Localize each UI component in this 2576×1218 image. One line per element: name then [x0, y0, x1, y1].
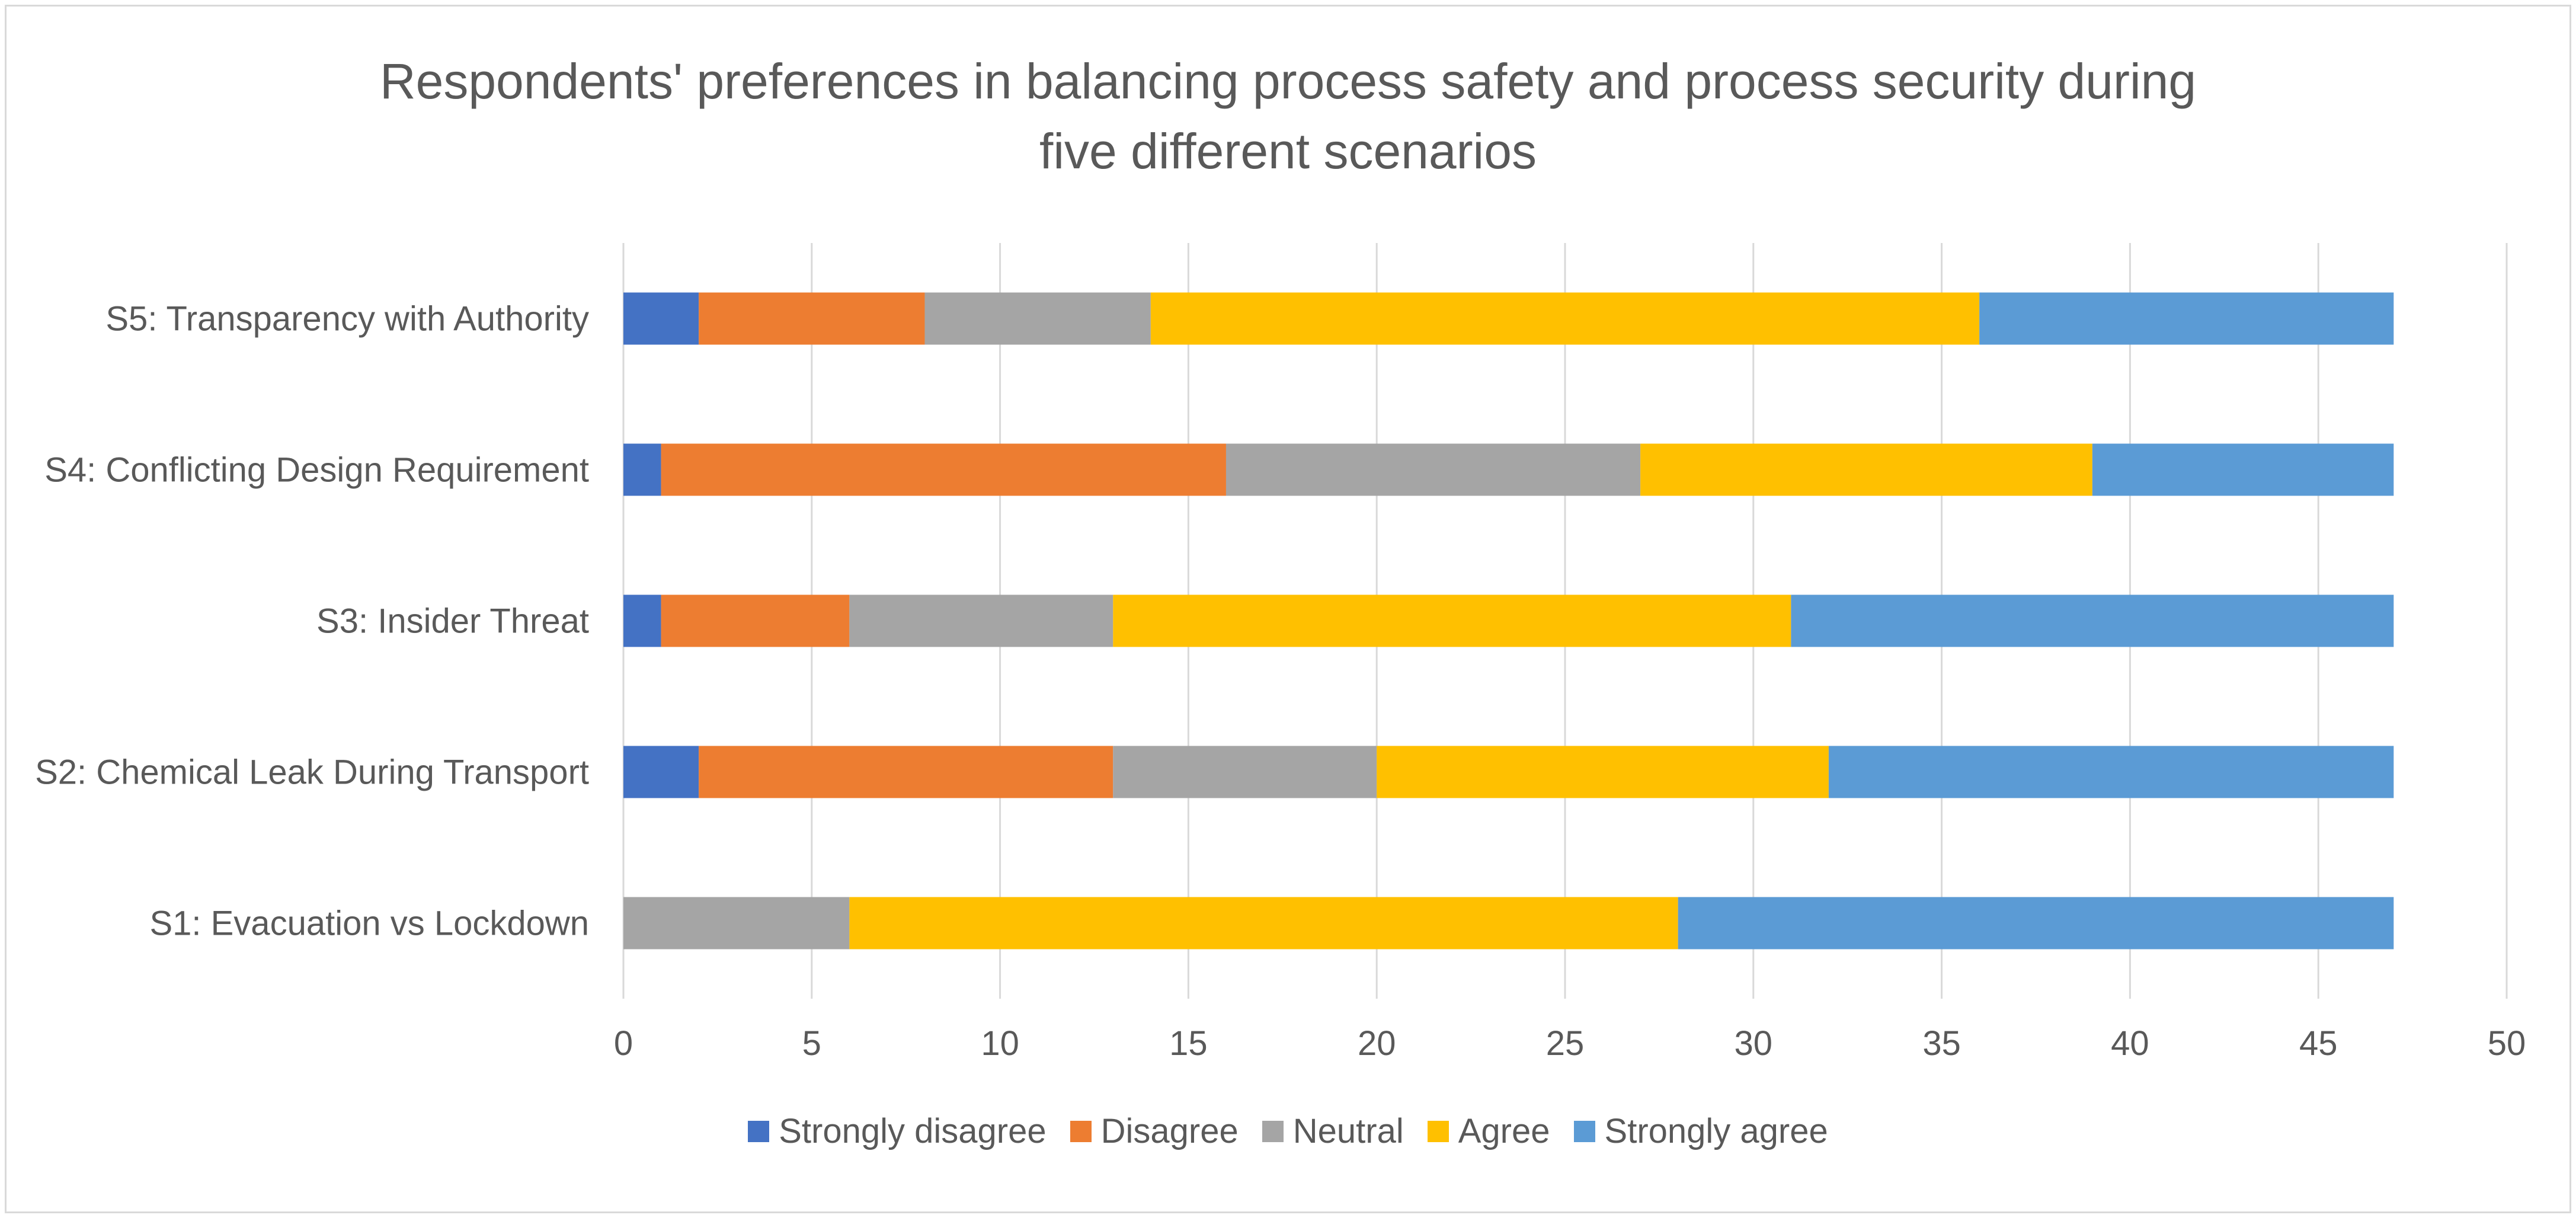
legend-item: Agree [1427, 1111, 1550, 1151]
legend-swatch [1070, 1120, 1092, 1142]
bar-segment [623, 292, 699, 345]
bar-segment [1113, 746, 1377, 798]
legend-label: Neutral [1292, 1112, 1404, 1150]
bar-segment [1828, 746, 2394, 798]
legend-swatch [1573, 1120, 1595, 1142]
legend-label: Strongly disagree [779, 1112, 1047, 1150]
bar-segment [2092, 443, 2394, 496]
bar-segment [661, 594, 850, 647]
bar-segment [623, 594, 661, 647]
chart-title-line-1: Respondents' preferences in balancing pr… [379, 53, 2197, 109]
bar-segment [699, 746, 1113, 798]
bar-segment [1225, 443, 1641, 496]
x-tick-label: 50 [2488, 1024, 2526, 1063]
legend-swatch [1262, 1120, 1284, 1142]
x-tick-label: 0 [614, 1024, 633, 1063]
x-tick-label: 5 [802, 1024, 821, 1063]
y-category-label: S3: Insider Threat [316, 602, 589, 641]
bar-segment [661, 443, 1226, 496]
x-tick-label: 45 [2299, 1024, 2338, 1063]
bar-segment [1678, 897, 2394, 950]
bar-segment [623, 443, 661, 496]
y-category-label: S1: Evacuation vs Lockdown [149, 904, 589, 943]
x-tick-label: 10 [981, 1024, 1019, 1063]
bar-segment [1377, 746, 1829, 798]
legend-item: Strongly disagree [748, 1111, 1047, 1151]
x-tick-label: 30 [1735, 1024, 1773, 1063]
bar-segment [623, 897, 850, 950]
legend: Strongly disagree Disagree Neutral Agree Str… [0, 1111, 2576, 1151]
legend-item: Disagree [1070, 1111, 1239, 1151]
chart-frame [5, 5, 2571, 1213]
x-tick-label: 20 [1358, 1024, 1396, 1063]
x-tick-label: 35 [1922, 1024, 1961, 1063]
legend-label: Agree [1458, 1112, 1550, 1150]
legend-label: Strongly agree [1604, 1112, 1828, 1150]
chart-title: Respondents' preferences in balancing pr… [0, 46, 2576, 186]
x-tick-label: 15 [1169, 1024, 1208, 1063]
bar-segment [623, 746, 699, 798]
chart-title-line-2: five different scenarios [1039, 123, 1537, 179]
legend-swatch [748, 1120, 770, 1142]
legend-swatch [1427, 1120, 1449, 1142]
bar-segment [849, 594, 1113, 647]
bar-segment [1979, 292, 2394, 345]
legend-item: Strongly agree [1573, 1111, 1828, 1151]
x-tick-label: 40 [2111, 1024, 2149, 1063]
bar-segment [1791, 594, 2394, 647]
bar-segment [1150, 292, 1980, 345]
bar-segment [1640, 443, 2092, 496]
y-category-label: S2: Chemical Leak During Transport [35, 753, 589, 792]
bar-segment [1113, 594, 1791, 647]
y-category-label: S5: Transparency with Authority [105, 300, 589, 338]
x-tick-label: 25 [1546, 1024, 1585, 1063]
legend-label: Disagree [1100, 1112, 1239, 1150]
legend-item: Neutral [1262, 1111, 1404, 1151]
y-category-label: S4: Conflicting Design Requirement [44, 451, 589, 490]
bar-segment [849, 897, 1678, 950]
bar-segment [924, 292, 1151, 345]
bar-segment [699, 292, 925, 345]
